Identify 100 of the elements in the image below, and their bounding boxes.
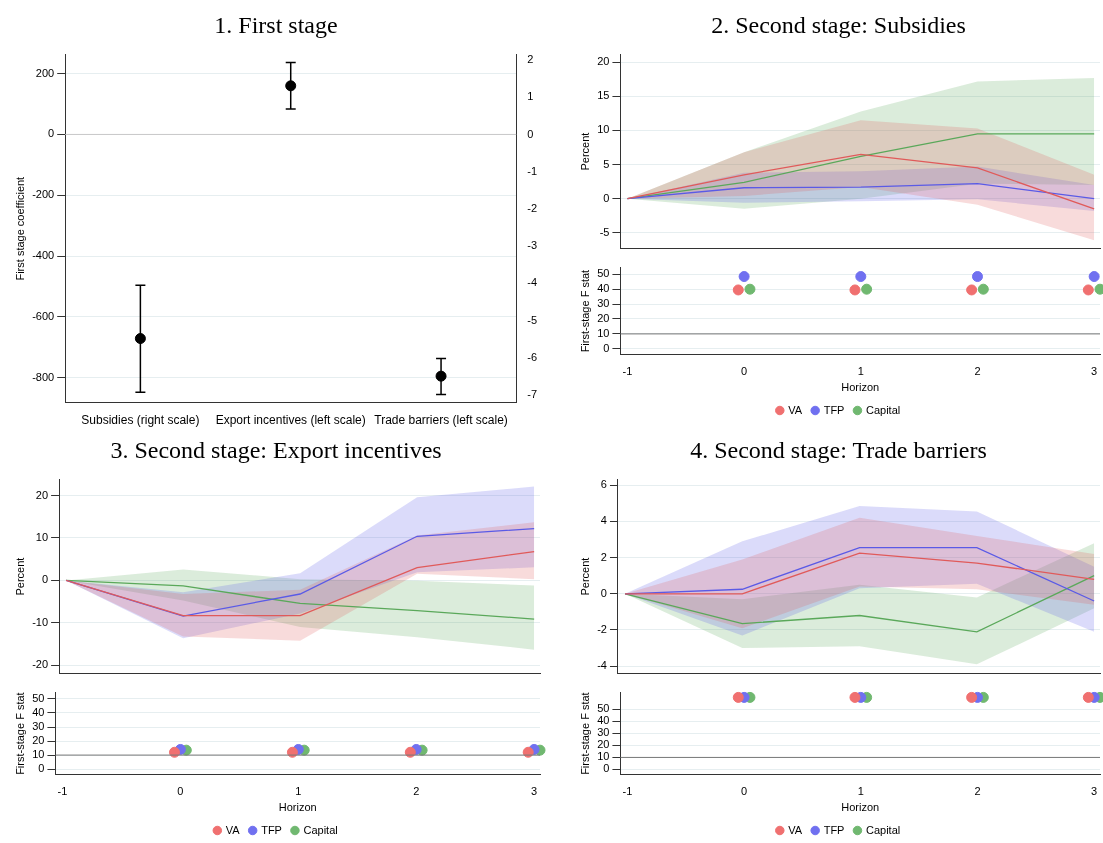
y-tick-label: 0 [41, 573, 49, 586]
legend-label: VA [225, 823, 241, 836]
point [861, 283, 873, 295]
y-tick-label: -10 [32, 615, 49, 628]
point [1088, 271, 1100, 283]
y-tick-label: 200 [35, 66, 55, 79]
y-tick-label: 10 [597, 326, 610, 339]
legend-label: VA [788, 403, 803, 416]
y-tick-label: 30 [32, 720, 45, 733]
y-tick-label: 20 [32, 734, 45, 747]
x-tick-label: Subsidies (right scale) [81, 413, 200, 428]
chart-title: 1. First stage [214, 11, 338, 38]
legend-label: Capital [865, 823, 901, 836]
x-tick-label: 2 [413, 785, 420, 798]
y-tick-label: -600 [32, 309, 55, 322]
y-axis-title: First stage coefficient [13, 176, 26, 281]
y-tick-label: 6 [600, 478, 607, 491]
point [855, 271, 867, 283]
chart-title: 2. Second stage: Subsidies [711, 11, 966, 38]
y-tick-label: 10 [35, 531, 49, 543]
y2-tick-label: -4 [527, 276, 537, 289]
y-tick-label: 0 [603, 762, 610, 775]
y-axis-title: First-stage F stat [578, 692, 591, 775]
legend-label: Capital [303, 823, 338, 836]
point [977, 283, 989, 295]
y2-tick-label: -7 [527, 388, 537, 401]
x-tick-label: 1 [857, 785, 864, 798]
y-tick-label: 0 [48, 127, 55, 140]
legend-label: TFP [823, 403, 845, 416]
y-tick-label: 40 [597, 282, 610, 295]
y2-tick-label: -6 [527, 350, 537, 363]
y-tick-label: 20 [597, 312, 610, 325]
point [744, 283, 756, 295]
y-tick-label: 0 [38, 762, 45, 775]
y-tick-label: -200 [32, 188, 55, 201]
y-tick-label: 50 [32, 691, 45, 704]
y-tick-label: 30 [597, 726, 610, 739]
y-tick-label: 40 [32, 705, 45, 718]
x-axis-title: Horizon [841, 801, 880, 814]
x-tick-label: -1 [622, 365, 633, 378]
x-tick-label: 0 [741, 785, 748, 798]
x-tick-label: 2 [974, 785, 981, 798]
x-tick-label: Export incentives (left scale) [215, 413, 366, 428]
legend-label: TFP [823, 823, 845, 836]
point [849, 284, 861, 296]
y-tick-label: 40 [597, 714, 610, 727]
y2-tick-label: -1 [527, 164, 537, 177]
y-axis-title: Percent [13, 557, 26, 596]
y-tick-label: 10 [32, 748, 45, 761]
y-tick-label: 20 [597, 738, 610, 751]
y-tick-label: -5 [599, 225, 610, 238]
chart-title: 4. Second stage: Trade barriers [690, 436, 987, 463]
y-tick-label: 10 [597, 750, 610, 763]
point [738, 271, 750, 283]
y-tick-label: 0 [600, 586, 607, 599]
y-tick-label: 0 [603, 341, 610, 354]
y-tick-label: -4 [597, 659, 607, 672]
y-tick-label: 10 [597, 123, 610, 136]
y-tick-label: 5 [603, 157, 610, 170]
legend-label: Capital [865, 403, 901, 416]
x-tick-label: 1 [295, 785, 302, 798]
point [966, 284, 978, 296]
y-tick-label: 4 [600, 514, 607, 527]
y-tick-label: -400 [32, 249, 55, 262]
chart-title: 3. Second stage: Export incentives [110, 436, 442, 463]
y2-tick-label: 0 [527, 127, 534, 140]
x-tick-label: -1 [57, 785, 68, 798]
y-tick-label: 20 [597, 55, 610, 68]
legend-label: TFP [261, 823, 282, 836]
x-tick-label: Trade barriers (left scale) [374, 413, 508, 428]
y-axis-title: First-stage F stat [578, 269, 591, 353]
x-tick-label: 2 [974, 365, 981, 378]
point [1082, 284, 1094, 296]
x-axis-title: Horizon [278, 801, 317, 814]
y2-tick-label: -3 [527, 239, 537, 252]
y-tick-label: 0 [603, 191, 610, 204]
point [971, 271, 983, 283]
x-tick-label: -1 [622, 785, 633, 798]
y-tick-label: 30 [597, 297, 610, 310]
y-tick-label: 2 [600, 550, 607, 563]
legend-label: VA [788, 823, 803, 836]
x-tick-label: 3 [1091, 365, 1098, 378]
x-tick-label: 3 [531, 785, 538, 798]
y-axis-title: First-stage F stat [13, 692, 26, 775]
y-tick-label: 20 [35, 488, 49, 501]
y-tick-label: -2 [597, 623, 607, 636]
x-tick-label: 3 [1091, 785, 1098, 798]
y-axis-title: Percent [578, 132, 591, 171]
y-tick-label: 50 [597, 702, 610, 715]
y-axis-title: Percent [578, 557, 591, 596]
y-tick-label: -20 [32, 658, 49, 671]
y2-tick-label: 1 [527, 90, 534, 103]
y-tick-label: -800 [32, 370, 55, 383]
y-tick-label: 50 [597, 267, 610, 280]
x-tick-label: 0 [741, 365, 748, 378]
y2-tick-label: 2 [527, 53, 534, 66]
y2-tick-label: -5 [527, 313, 537, 326]
y2-tick-label: -2 [527, 202, 537, 214]
y-tick-label: 15 [597, 89, 610, 102]
x-tick-label: 0 [177, 785, 184, 798]
